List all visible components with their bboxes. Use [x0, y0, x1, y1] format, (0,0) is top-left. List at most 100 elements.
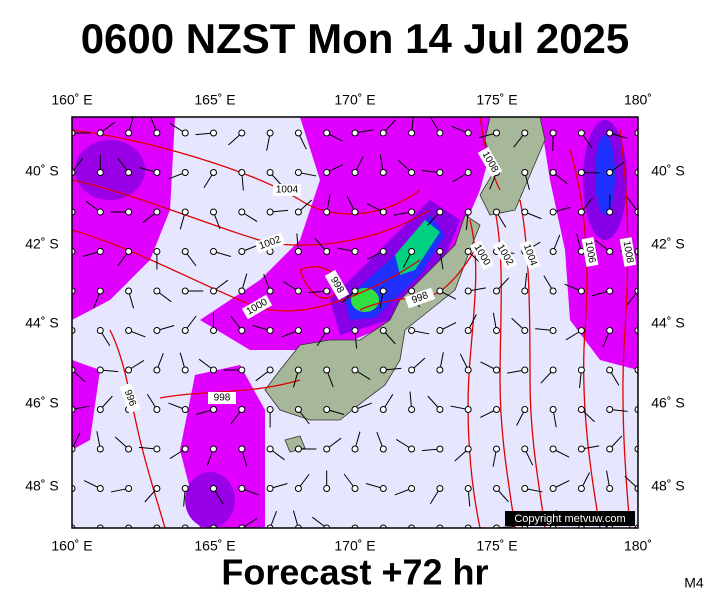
barb-station — [577, 169, 585, 176]
barb-station — [266, 287, 274, 295]
barb-staff — [72, 487, 73, 489]
barb-station — [238, 445, 246, 453]
barb-station — [521, 129, 529, 137]
isobar-label-group: 998 — [404, 287, 436, 309]
barb-station — [351, 485, 359, 492]
barb-station — [266, 445, 274, 453]
lon-label: 175˚ E — [476, 92, 517, 108]
barb-station — [96, 287, 104, 295]
barb-station — [153, 366, 161, 374]
lat-label: 44˚ S — [651, 315, 684, 331]
isobar-label-box — [404, 287, 436, 309]
barb-station — [493, 129, 500, 137]
lon-label: 170˚ E — [334, 538, 375, 554]
barb-station — [493, 208, 500, 216]
barb-station — [266, 208, 274, 216]
barb-station — [96, 129, 104, 137]
barb-station — [379, 129, 387, 137]
rain — [72, 360, 100, 450]
barb-station — [493, 327, 500, 334]
barb-station — [125, 366, 133, 374]
barb-station — [549, 208, 557, 216]
barb-station — [577, 287, 585, 295]
barb-station — [408, 327, 416, 334]
barb-station — [323, 366, 331, 374]
barb-station — [379, 208, 387, 216]
barb-station — [521, 287, 529, 295]
barb-station — [323, 445, 331, 453]
barb-station — [210, 327, 217, 334]
barb-station — [379, 366, 387, 374]
lon-label: 180˚ — [624, 538, 652, 554]
barb-station — [577, 129, 585, 137]
barb-station — [436, 248, 444, 255]
barb-station — [464, 129, 472, 137]
barb-station — [238, 366, 246, 374]
barb-station — [294, 406, 302, 413]
barb-station — [606, 169, 614, 176]
barb-station — [464, 406, 472, 413]
lat-label: 40˚ S — [25, 163, 58, 179]
barb-staff — [637, 170, 638, 173]
isobar-label-group: 998 — [208, 392, 236, 404]
rain — [75, 140, 145, 200]
barb-station — [351, 366, 359, 374]
barb-station — [521, 406, 529, 413]
barb-station — [408, 406, 416, 413]
barb-station — [549, 129, 557, 137]
barb-station — [436, 406, 444, 413]
barb-station — [408, 485, 416, 492]
isobar-label-box — [254, 232, 286, 254]
barb-station — [96, 485, 104, 492]
barb-station — [606, 287, 614, 295]
barb-station — [606, 445, 614, 453]
barb-station — [606, 248, 614, 255]
barb-station — [125, 248, 133, 255]
copyright-box — [505, 511, 635, 526]
barb-station — [181, 169, 189, 176]
map-area — [72, 117, 638, 528]
barb-station — [606, 406, 614, 413]
barb-station — [464, 248, 472, 255]
barb-station — [408, 287, 416, 295]
barb-station — [210, 406, 217, 413]
barb-staff — [637, 132, 638, 133]
barb-station — [436, 485, 444, 492]
barb-station — [351, 287, 359, 295]
barb-station — [210, 287, 217, 295]
isobar-label: 998 — [214, 393, 231, 404]
barb-station — [294, 445, 302, 453]
map-frame — [71, 116, 639, 529]
isobar-label-box — [492, 239, 518, 271]
barb-station — [464, 208, 472, 216]
barb-station — [436, 169, 444, 176]
barb-station — [125, 208, 133, 216]
barb-station — [577, 485, 585, 492]
barb-station — [266, 169, 274, 176]
barb-station — [436, 208, 444, 216]
barb-station — [549, 287, 557, 295]
barb-station — [153, 445, 161, 453]
barb-station — [521, 366, 529, 374]
barb-station — [606, 366, 614, 374]
barb-staff — [637, 370, 638, 371]
barb-station — [436, 327, 444, 334]
barb-station — [294, 169, 302, 176]
isobar-label-box — [519, 239, 541, 271]
copyright: Copyright metvuw.com — [514, 513, 625, 525]
rain — [200, 117, 500, 350]
barb-station — [549, 406, 557, 413]
barb-station — [379, 406, 387, 413]
barb-station — [408, 248, 416, 255]
barb-station — [521, 485, 529, 492]
isobar-label-box — [581, 237, 599, 267]
barb-station — [266, 485, 274, 492]
barb-station — [210, 169, 217, 176]
barb-station — [96, 248, 104, 255]
barb-station — [181, 485, 189, 492]
barb-station — [549, 445, 557, 453]
barb-station — [521, 327, 529, 334]
barb-station — [606, 208, 614, 216]
lon-label: 160˚ E — [51, 92, 92, 108]
